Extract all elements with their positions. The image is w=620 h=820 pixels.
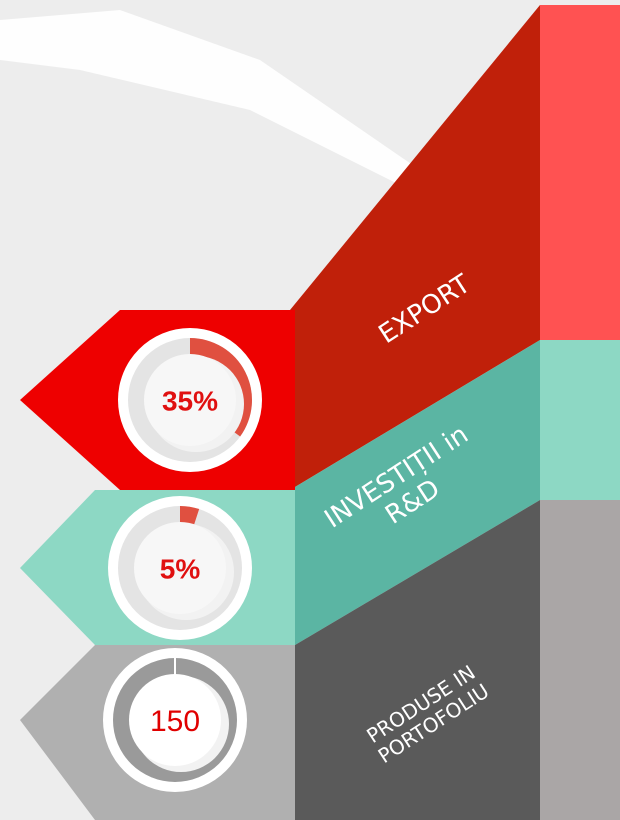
red-band	[290, 5, 540, 490]
teal-column	[530, 340, 620, 500]
ring-face	[144, 354, 236, 446]
value-label: 150	[150, 705, 200, 738]
value-label: 35%	[162, 385, 218, 416]
gray-column	[540, 500, 620, 820]
brush-stroke	[0, 10, 420, 190]
teal-band	[290, 340, 540, 645]
ring-face	[134, 522, 226, 614]
value-wedge	[180, 506, 200, 527]
value-label: 5%	[160, 553, 201, 584]
red-column	[540, 5, 620, 345]
ring-face	[129, 674, 221, 766]
gray-band	[295, 500, 540, 820]
